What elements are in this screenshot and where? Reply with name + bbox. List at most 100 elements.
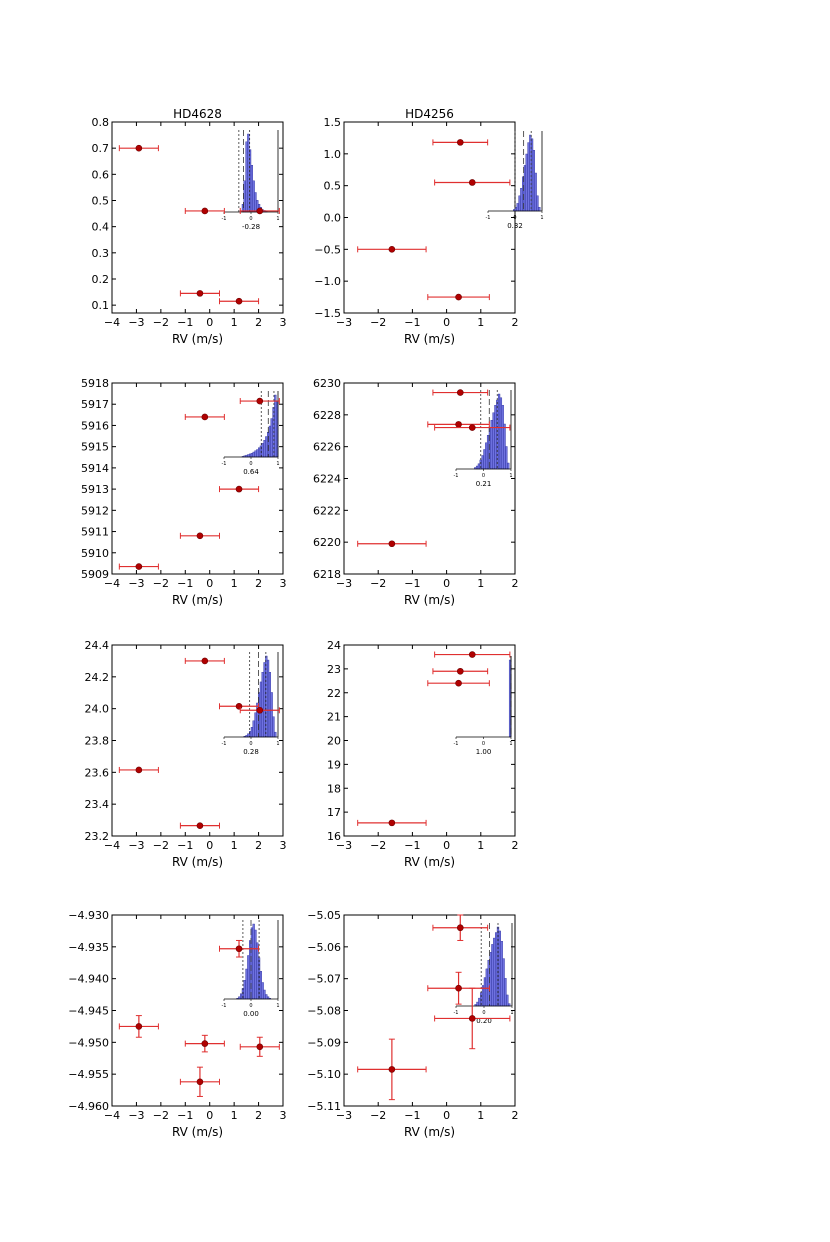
hist-bar xyxy=(274,394,277,458)
inset-tick-label: 0 xyxy=(482,741,485,747)
hist-bar xyxy=(268,425,271,458)
x-tick-label: −3 xyxy=(336,1109,352,1122)
y-tick-label: 23.6 xyxy=(85,766,110,779)
data-point xyxy=(427,293,490,301)
x-tick-label: 2 xyxy=(255,316,262,329)
hist-bar xyxy=(272,716,275,738)
x-tick-label: −1 xyxy=(404,316,420,329)
hist-bar xyxy=(250,727,253,738)
point-marker xyxy=(468,179,476,186)
x-axis-label: RV (m/s) xyxy=(404,855,455,869)
y-tick-label: 0.4 xyxy=(92,221,110,234)
hist-bar xyxy=(263,662,266,738)
x-axis-label: RV (m/s) xyxy=(404,332,455,346)
x-tick-label: 1 xyxy=(477,316,484,329)
data-point xyxy=(239,397,280,405)
y-tick-label: 5911 xyxy=(81,526,109,539)
point-marker xyxy=(135,563,143,570)
inset-correlation-label: 0.64 xyxy=(243,468,259,476)
point-marker xyxy=(256,397,264,405)
plot-frame xyxy=(111,382,284,575)
x-tick-label: −3 xyxy=(336,839,352,852)
hist-bar xyxy=(481,455,484,470)
y-tick-label: −4.960 xyxy=(68,1100,109,1113)
x-tick-label: 0 xyxy=(206,1109,213,1122)
x-tick-label: 2 xyxy=(255,839,262,852)
panel-title: HD4256 xyxy=(405,107,454,121)
point-marker xyxy=(456,924,464,932)
hist-bar xyxy=(274,731,277,738)
plot-frame xyxy=(111,644,284,837)
hist-bar xyxy=(270,692,273,738)
inset-tick-label: 1 xyxy=(540,215,543,221)
hist-bar xyxy=(254,712,257,738)
data-point xyxy=(434,987,511,1050)
hist-bar xyxy=(523,165,526,212)
y-tick-label: −5.10 xyxy=(307,1068,341,1081)
inset-histogram: -1 0 1 0.21 xyxy=(454,390,513,488)
y-tick-label: 23 xyxy=(327,663,341,676)
data-point xyxy=(218,485,260,493)
hist-bar xyxy=(485,442,488,470)
plot-frame xyxy=(343,644,516,837)
plot-frame xyxy=(111,121,284,314)
y-tick-label: 21 xyxy=(327,711,341,724)
hist-bar xyxy=(254,192,257,213)
y-tick-label: 16 xyxy=(327,830,341,843)
inset-tick-label: -1 xyxy=(222,216,227,222)
hist-bar xyxy=(258,447,261,458)
hist-bar xyxy=(532,149,535,212)
inset-tick-label: -1 xyxy=(222,741,227,747)
y-tick-label: 0.3 xyxy=(92,247,110,260)
hist-bar xyxy=(250,164,253,213)
hist-bar xyxy=(538,206,541,212)
x-tick-label: −1 xyxy=(177,577,193,590)
y-tick-label: 22 xyxy=(327,687,341,700)
point-marker xyxy=(235,945,243,953)
hist-bar xyxy=(494,405,497,470)
data-point xyxy=(179,532,220,540)
y-tick-label: −5.11 xyxy=(307,1100,341,1113)
point-marker xyxy=(235,485,243,493)
point-marker xyxy=(201,207,209,215)
y-tick-label: −4.955 xyxy=(68,1068,109,1081)
y-tick-label: 5916 xyxy=(81,419,109,432)
data-point xyxy=(218,702,260,710)
x-tick-label: 1 xyxy=(231,316,238,329)
y-tick-label: 1.5 xyxy=(324,116,342,129)
data-point xyxy=(434,424,511,431)
y-tick-label: −5.07 xyxy=(307,973,341,986)
y-tick-label: 5912 xyxy=(81,504,109,517)
data-point xyxy=(239,706,280,714)
x-tick-label: −3 xyxy=(336,316,352,329)
hist-bar xyxy=(243,180,246,213)
data-point xyxy=(239,207,280,215)
data-point xyxy=(427,971,490,1005)
data-point xyxy=(427,679,490,687)
data-point xyxy=(218,297,260,305)
hist-bar xyxy=(252,923,255,1000)
x-tick-label: 1 xyxy=(231,839,238,852)
point-marker xyxy=(455,421,462,428)
data-point xyxy=(218,939,260,958)
panel-8: −3 −2 −1 0 1 2 −5.11 −5.10 −5.09 −5.08 −5.07 −5.06 −… xyxy=(307,909,518,1139)
x-axis-label: RV (m/s) xyxy=(172,855,223,869)
hist-bar xyxy=(483,977,487,1007)
y-tick-label: −5.06 xyxy=(307,941,341,954)
inset-histogram: -1 0 1 0.20 xyxy=(454,923,514,1025)
hist-bar xyxy=(486,435,490,470)
x-tick-label: 0 xyxy=(206,839,213,852)
point-marker xyxy=(235,702,243,710)
x-tick-label: −3 xyxy=(128,577,144,590)
y-tick-label: −4.950 xyxy=(68,1036,109,1049)
x-tick-label: −1 xyxy=(177,839,193,852)
hist-bar xyxy=(261,982,264,1000)
hist-bar xyxy=(527,142,530,212)
hist-bar xyxy=(250,453,253,458)
y-tick-label: −1.0 xyxy=(314,275,341,288)
y-tick-label: 23.4 xyxy=(85,798,110,811)
hist-bar xyxy=(252,180,255,213)
y-tick-label: 0.5 xyxy=(324,180,342,193)
x-tick-label: −3 xyxy=(128,839,144,852)
x-tick-label: −3 xyxy=(128,316,144,329)
